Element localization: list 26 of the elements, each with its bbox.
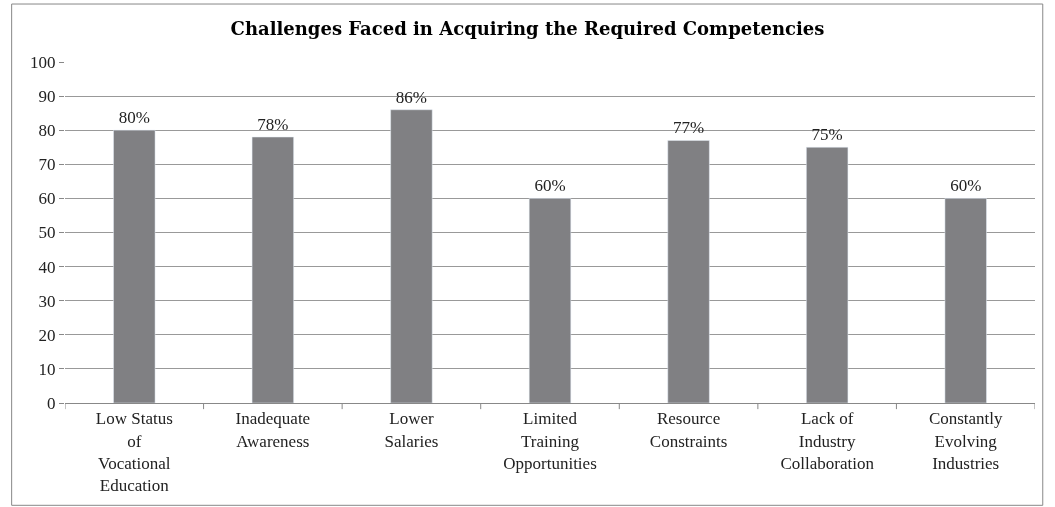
- y-tick-label: 90: [38, 87, 56, 107]
- y-tick-label: 50: [38, 223, 56, 243]
- x-tick-label: Lower Salaries: [384, 409, 439, 451]
- y-tick-label: 60: [38, 189, 56, 209]
- data-label: 60%: [534, 176, 566, 196]
- y-tick-label: 40: [38, 257, 56, 277]
- data-label: 60%: [950, 176, 982, 196]
- y-tick-label: 100: [30, 52, 56, 72]
- y-tick-label: 0: [47, 393, 56, 413]
- x-tick-label: Low Status of Vocational Education: [95, 409, 173, 495]
- x-tick-label: Resource Constraints: [649, 409, 728, 451]
- x-tick-label: Inadequate Awareness: [235, 409, 311, 451]
- data-label: 77%: [672, 118, 705, 138]
- y-tick-label: 10: [38, 359, 56, 379]
- x-tick-label: Lack of Industry Collaboration: [780, 409, 875, 473]
- data-label: 86%: [395, 87, 428, 107]
- y-tick-label: 70: [38, 155, 56, 175]
- y-tick-label: 20: [38, 325, 56, 345]
- y-tick-label: 30: [38, 291, 56, 311]
- chart-title: Challenges Faced in Acquiring the Required Competencies: [230, 18, 825, 40]
- data-label: 80%: [118, 108, 150, 128]
- x-tick-label: Limited Training Opportunities: [503, 409, 597, 473]
- data-label: 75%: [811, 125, 843, 145]
- x-tick-label: Constantly Evolving Industries: [928, 409, 1004, 473]
- y-tick-label: 80: [38, 121, 56, 141]
- data-label: 78%: [257, 115, 289, 135]
